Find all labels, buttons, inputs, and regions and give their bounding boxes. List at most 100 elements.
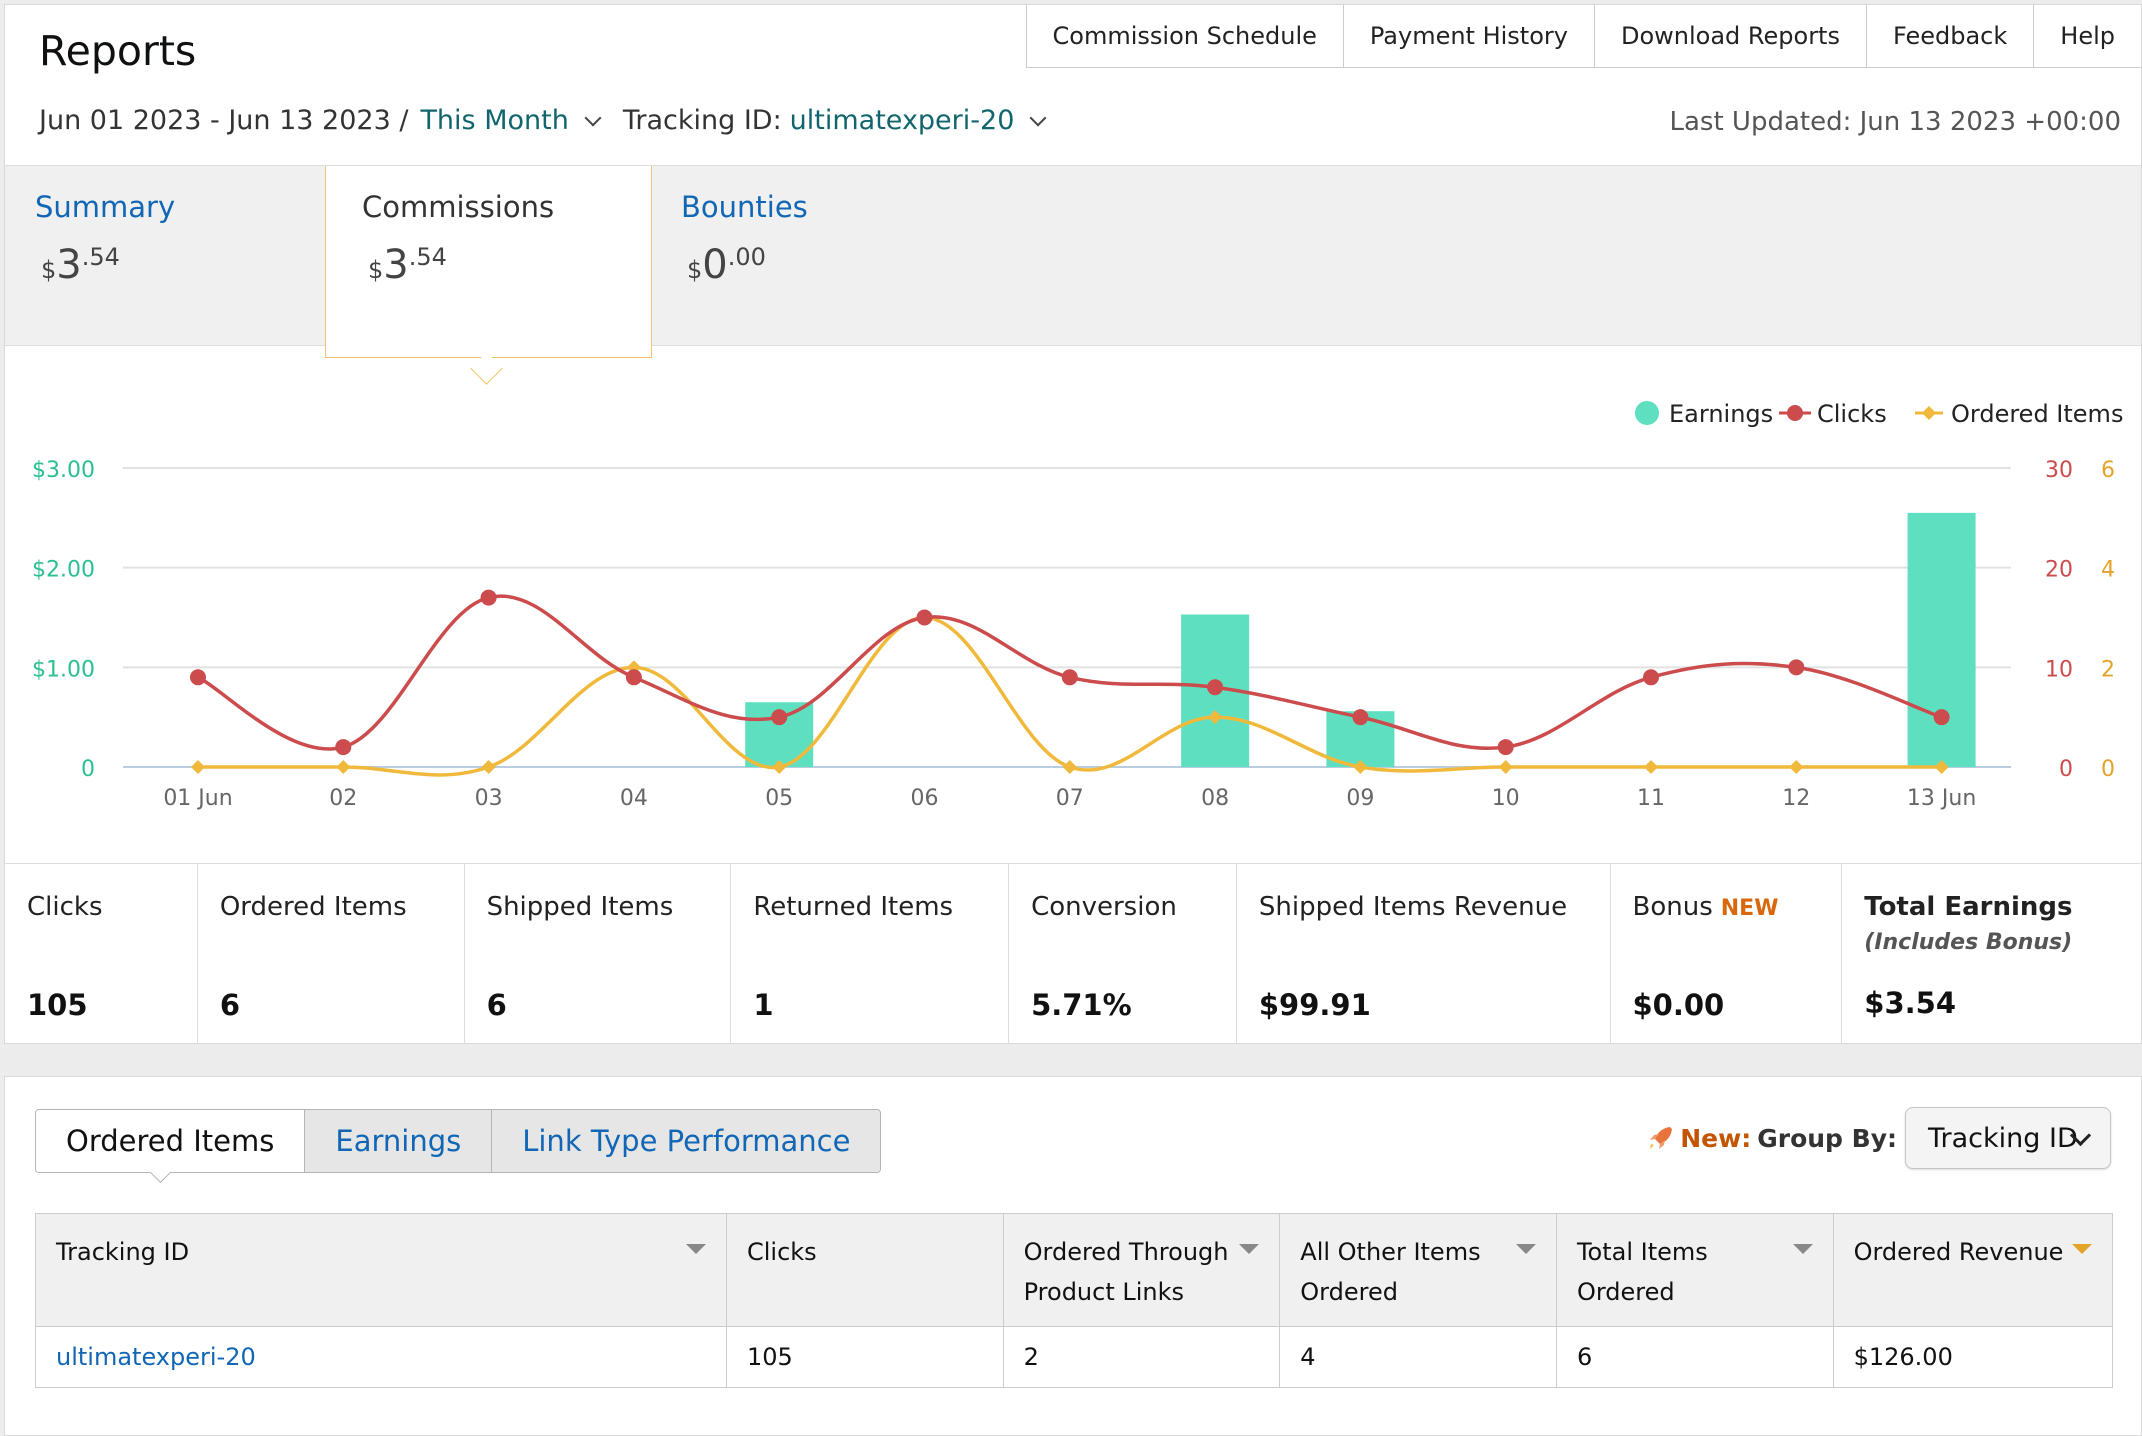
tracking-id-chevron-down-icon[interactable] [1029,109,1047,126]
ordered-items-point [1353,760,1368,774]
x-axis-tick: 05 [765,786,793,811]
cell-ordered-revenue: $126.00 [1832,1326,2114,1388]
clicks-point [1933,709,1950,726]
tab-link-type-performance[interactable]: Link Type Performance [491,1110,881,1172]
col-tracking-id[interactable]: Tracking ID [35,1213,727,1327]
payment-history-link[interactable]: Payment History [1343,5,1595,67]
stats-row: Clicks 105 Ordered Items 6 Shipped Items… [5,863,2141,1044]
stat-conversion: Conversion 5.71% [1009,864,1237,1044]
stat-shipped-items: Shipped Items 6 [465,864,732,1044]
tab-summary[interactable]: Summary $3.54 [35,166,325,346]
tab-commissions[interactable]: Commissions $3.54 [325,166,652,358]
tab-earnings[interactable]: Earnings [304,1110,492,1172]
tab-commissions-label: Commissions [362,190,555,224]
col-clicks[interactable]: Clicks [725,1213,1004,1327]
group-by-label: Group By: [1757,1123,1897,1153]
ordered-items-point [191,760,205,774]
cell-clicks: 105 [725,1326,1004,1388]
ordered-items-point [336,760,351,774]
x-axis-tick: 02 [329,786,357,811]
report-filters: Jun 01 2023 - Jun 13 2023 / This Month T… [39,105,1068,136]
ordered-items-point [1644,760,1658,774]
clicks-point [1497,739,1514,756]
ordered-items-axis-tick: 2 [2101,657,2115,682]
legend-label: Clicks [1817,400,1887,428]
clicks-point [190,669,206,686]
col-all-other-items-ordered[interactable]: All Other Items Ordered [1279,1213,1557,1327]
x-axis-tick: 11 [1637,786,1665,811]
total-earnings-sublabel: (Includes Bonus) [1864,930,2073,955]
bounties-amount: $0.00 [687,242,766,288]
x-axis-tick: 06 [911,786,939,811]
tracking-id-link[interactable]: ultimatexperi-20 [35,1326,727,1388]
clicks-point [1352,709,1369,726]
tab-bounties[interactable]: Bounties $0.00 [681,166,971,346]
sort-icon[interactable] [1239,1244,1260,1254]
reports-card: Reports Commission Schedule Payment Hist… [4,4,2142,1044]
table-row: ultimatexperi-20 105 2 4 6 $126.00 [35,1326,2114,1388]
x-axis-tick: 01 Jun [163,786,232,811]
summary-tabs: Summary $3.54 Commissions $3.54 Bounties… [5,165,2141,358]
report-table: Tracking ID Clicks Ordered Through Produ… [35,1213,2114,1388]
clicks-point [1207,679,1224,696]
commission-schedule-link[interactable]: Commission Schedule [1026,5,1344,67]
x-axis-tick: 03 [475,786,503,811]
period-dropdown[interactable]: This Month [420,105,569,136]
col-total-items-ordered[interactable]: Total Items Ordered [1555,1213,1834,1327]
left-axis-tick: $2.00 [32,558,95,583]
download-reports-link[interactable]: Download Reports [1594,5,1867,67]
ordered-items-axis-tick: 6 [2101,458,2115,483]
x-axis-tick: 04 [620,786,648,811]
col-ordered-through-product-links[interactable]: Ordered Through Product Links [1002,1213,1281,1327]
tracking-id-label: Tracking ID: [622,105,782,136]
ordered-items-axis-tick: 4 [2101,558,2115,583]
sort-icon[interactable] [685,1244,706,1254]
summary-amount: $3.54 [41,242,120,288]
ordered-items-point [1498,760,1513,774]
new-badge: NEW [1720,896,1779,921]
legend-clicks-icon [1787,405,1803,421]
tab-bounties-label: Bounties [681,190,808,224]
help-link[interactable]: Help [2034,5,2141,67]
stat-bonus: Bonus NEW $0.00 [1611,864,1843,1044]
ordered-items-point [1789,760,1804,774]
cell-all-other-items-ordered: 4 [1279,1326,1557,1388]
x-axis-tick: 13 Jun [1907,786,1976,811]
legend-earnings-icon [1635,401,1659,425]
group-by-new-label: New: [1680,1123,1752,1153]
sort-icon[interactable] [1792,1244,1813,1254]
ordered-items-point [626,660,641,675]
last-updated: Last Updated: Jun 13 2023 +00:00 [1669,107,2122,137]
sort-active-icon[interactable] [2072,1244,2092,1254]
tab-summary-label: Summary [35,190,176,224]
ordered-items-point [1062,760,1077,774]
table-header-row: Tracking ID Clicks Ordered Through Produ… [35,1213,2114,1327]
performance-chart: 0 0 0 $1.00 10 2 $2.00 20 4 $3.00 30 6 01 Jun 02 03 04 0… [32,400,2123,811]
period-chevron-down-icon[interactable] [584,109,602,126]
x-axis-tick: 12 [1782,786,1810,811]
x-axis-tick: 07 [1056,786,1084,811]
group-by: New: Group By: Tracking ID [1646,1107,2111,1169]
stat-total-earnings: Total Earnings (Includes Bonus) $3.54 [1842,864,2141,1044]
ordered-items-point [772,760,787,774]
earnings-bar [1907,512,1976,767]
report-table-card: Ordered Items Earnings Link Type Perform… [4,1076,2142,1436]
feedback-link[interactable]: Feedback [1866,5,2035,67]
legend-label: Earnings [1669,400,1773,428]
report-tabs: Ordered Items Earnings Link Type Perform… [35,1109,882,1173]
rocket-icon [1650,1127,1673,1149]
sort-icon[interactable] [1515,1244,1536,1254]
stat-returned-items: Returned Items 1 [731,864,1010,1044]
legend-label: Ordered Items [1951,400,2123,428]
clicks-axis-tick: 0 [2059,757,2073,782]
clicks-point [625,669,642,686]
clicks-point [916,609,933,626]
col-ordered-revenue[interactable]: Ordered Revenue [1832,1213,2114,1327]
ordered-items-point [1934,760,1949,774]
ordered-items-axis-tick: 0 [2101,757,2115,782]
tracking-id-dropdown[interactable]: ultimatexperi-20 [789,105,1015,136]
tab-ordered-items[interactable]: Ordered Items [36,1110,305,1172]
top-navigation: Commission Schedule Payment History Down… [1025,5,2141,68]
group-by-select[interactable]: Tracking ID [1905,1107,2111,1169]
stat-clicks: Clicks 105 [5,864,198,1044]
